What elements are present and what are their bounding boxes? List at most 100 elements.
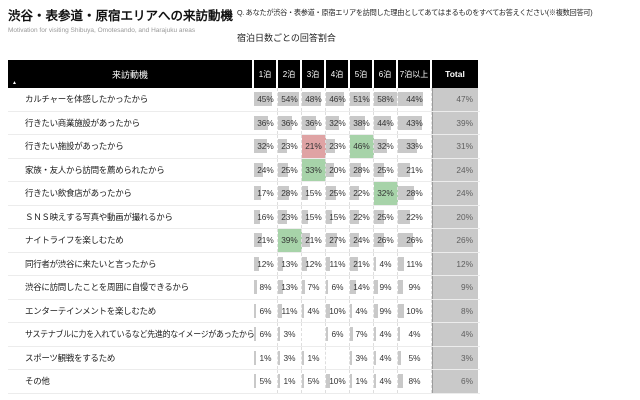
total-cell[interactable]: 39% [432,111,478,134]
value-cell[interactable]: 17% [254,182,278,205]
value-cell[interactable]: 12% [302,252,326,275]
value-cell[interactable]: 5% [398,346,432,369]
value-cell[interactable]: 13% [278,252,302,275]
value-cell[interactable]: 11% [398,252,432,275]
total-cell[interactable]: 31% [432,135,478,158]
value-cell[interactable]: 25% [374,158,398,181]
value-cell[interactable]: 6% [254,323,278,346]
value-cell[interactable]: 9% [398,276,432,299]
value-cell[interactable]: 36% [278,111,302,134]
value-cell[interactable]: 1% [302,346,326,369]
value-cell[interactable]: 25% [278,158,302,181]
value-cell[interactable]: 23% [278,135,302,158]
value-cell[interactable]: 15% [326,205,350,228]
value-cell[interactable]: 7% [302,276,326,299]
row-label[interactable]: 行きたい商業施設があったから [25,117,140,128]
value-cell[interactable]: 11% [326,252,350,275]
row-label[interactable]: 家族・友人から訪問を薦められたから [25,164,165,175]
value-cell[interactable] [302,323,326,346]
value-cell[interactable]: 26% [374,229,398,252]
row-label[interactable]: サステナブルに力を入れているなど先進的なイメージがあったから [25,329,254,340]
value-cell[interactable]: 54% [278,88,302,111]
value-cell[interactable]: 10% [398,299,432,322]
value-cell[interactable]: 3% [278,323,302,346]
value-cell[interactable]: 33% [302,158,326,181]
row-label[interactable]: ナイトライフを楽しむため [25,235,124,246]
value-cell[interactable]: 43% [398,111,432,134]
value-cell[interactable]: 33% [398,135,432,158]
value-cell[interactable]: 4% [374,323,398,346]
value-cell[interactable]: 9% [374,276,398,299]
value-cell[interactable]: 9% [374,299,398,322]
total-cell[interactable]: 20% [432,205,478,228]
column-header-nights-2[interactable]: 2泊 [278,60,302,88]
value-cell[interactable]: 36% [302,111,326,134]
value-cell[interactable]: 21% [302,229,326,252]
value-cell[interactable]: 32% [374,182,398,205]
total-cell[interactable]: 12% [432,252,478,275]
value-cell[interactable]: 4% [374,370,398,393]
column-header-nights-1[interactable]: 1泊 [254,60,278,88]
column-header-nights-7[interactable]: 7泊以上 [398,60,432,88]
value-cell[interactable]: 4% [374,346,398,369]
value-cell[interactable]: 22% [350,182,374,205]
value-cell[interactable]: 7% [350,323,374,346]
total-cell[interactable]: 47% [432,88,478,111]
value-cell[interactable]: 5% [254,370,278,393]
value-cell[interactable]: 22% [350,205,374,228]
value-cell[interactable] [326,346,350,369]
total-cell[interactable]: 6% [432,370,478,393]
value-cell[interactable]: 28% [398,182,432,205]
value-cell[interactable]: 4% [398,323,432,346]
value-cell[interactable]: 32% [254,135,278,158]
value-cell[interactable]: 4% [350,299,374,322]
value-cell[interactable]: 3% [278,346,302,369]
value-cell[interactable]: 26% [398,229,432,252]
column-header-total[interactable]: Total [432,60,478,88]
value-cell[interactable]: 3% [350,346,374,369]
row-label[interactable]: 渋谷に訪問したことを周囲に自慢できるから [25,282,189,293]
value-cell[interactable]: 14% [350,276,374,299]
value-cell[interactable]: 1% [350,370,374,393]
row-label[interactable]: 行きたい飲食店があったから [25,188,132,199]
value-cell[interactable]: 4% [374,252,398,275]
total-cell[interactable]: 4% [432,323,478,346]
value-cell[interactable]: 46% [350,135,374,158]
value-cell[interactable]: 22% [398,205,432,228]
row-label[interactable]: カルチャーを体感したかったから [25,94,148,105]
value-cell[interactable]: 20% [326,158,350,181]
column-header-nights-6[interactable]: 6泊 [374,60,398,88]
value-cell[interactable]: 10% [326,299,350,322]
value-cell[interactable]: 27% [326,229,350,252]
value-cell[interactable]: 8% [398,370,432,393]
column-header-motive[interactable]: ▲ 来訪動機 [8,60,254,88]
value-cell[interactable]: 24% [254,158,278,181]
value-cell[interactable]: 51% [350,88,374,111]
value-cell[interactable]: 28% [278,182,302,205]
value-cell[interactable]: 46% [326,88,350,111]
value-cell[interactable]: 11% [278,299,302,322]
value-cell[interactable]: 5% [302,370,326,393]
value-cell[interactable]: 6% [254,299,278,322]
column-header-nights-3[interactable]: 3泊 [302,60,326,88]
total-cell[interactable]: 24% [432,182,478,205]
value-cell[interactable]: 36% [254,111,278,134]
row-label[interactable]: その他 [25,376,50,387]
value-cell[interactable]: 21% [254,229,278,252]
total-cell[interactable]: 3% [432,346,478,369]
value-cell[interactable]: 24% [350,229,374,252]
value-cell[interactable]: 23% [278,205,302,228]
total-cell[interactable]: 9% [432,276,478,299]
value-cell[interactable]: 21% [350,252,374,275]
value-cell[interactable]: 48% [302,88,326,111]
row-label[interactable]: ＳＮＳ映えする写真や動画が撮れるから [25,211,173,222]
value-cell[interactable]: 25% [326,182,350,205]
value-cell[interactable]: 44% [398,88,432,111]
column-header-nights-4[interactable]: 4泊 [326,60,350,88]
value-cell[interactable]: 32% [326,111,350,134]
value-cell[interactable]: 15% [302,205,326,228]
value-cell[interactable]: 32% [374,135,398,158]
value-cell[interactable]: 58% [374,88,398,111]
value-cell[interactable]: 12% [254,252,278,275]
value-cell[interactable]: 4% [302,299,326,322]
